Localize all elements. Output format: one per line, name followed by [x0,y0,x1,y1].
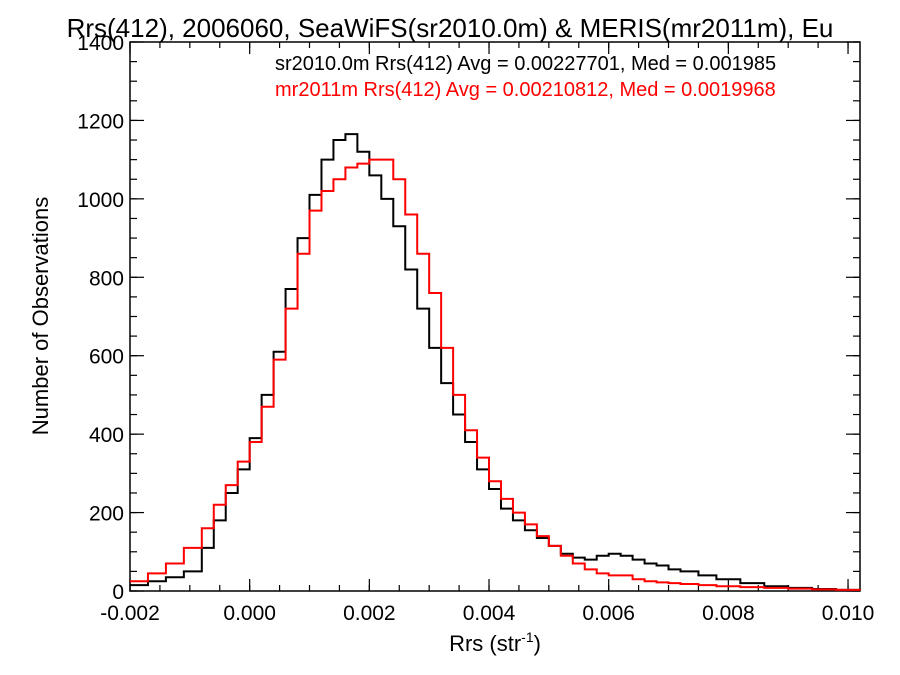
x-tick-label: 0.002 [343,602,396,625]
y-axis-tick-labels: 0 200 400 600 800 1000 1200 1400 [77,32,124,604]
y-axis-title: Number of Observations [28,197,53,435]
x-axis-tick-labels: -0.002 0.000 0.002 0.004 0.006 0.008 0.010 [100,602,874,625]
axis-ticks [129,41,860,592]
chart-title: Rrs(412), 2006060, SeaWiFS(sr2010.0m) & … [67,13,834,43]
legend-entry-mr2011: mr2011m Rrs(412) Avg = 0.00210812, Med =… [275,79,776,101]
plot-frame [129,41,861,592]
y-tick-label: 1200 [77,110,124,133]
x-tick-label: 0.004 [463,602,516,625]
y-tick-label: 0 [112,581,124,604]
x-axis-title-superscript: -1 [521,629,534,645]
y-tick-label: 800 [89,267,124,290]
x-tick-label: 0.006 [582,602,635,625]
y-tick-label: 1400 [77,32,124,55]
y-tick-label: 600 [89,346,124,369]
x-tick-label: 0.010 [822,602,875,625]
series-line-0 [130,133,861,591]
x-tick-label: 0.008 [702,602,755,625]
x-tick-label: 0.000 [223,602,276,625]
x-axis-title-text: Rrs (str [449,631,521,656]
y-tick-label: 200 [89,503,124,526]
plot-area [129,41,861,592]
series-line-1 [130,158,861,591]
x-axis-title-end: ) [534,631,541,656]
x-axis-title: Rrs (str-1) [449,629,541,656]
y-tick-label: 400 [89,424,124,447]
legend-entry-sr2010: sr2010.0m Rrs(412) Avg = 0.00227701, Med… [275,53,776,75]
x-tick-label: -0.002 [100,602,160,625]
y-tick-label: 1000 [77,189,124,212]
series-layer [130,133,861,591]
